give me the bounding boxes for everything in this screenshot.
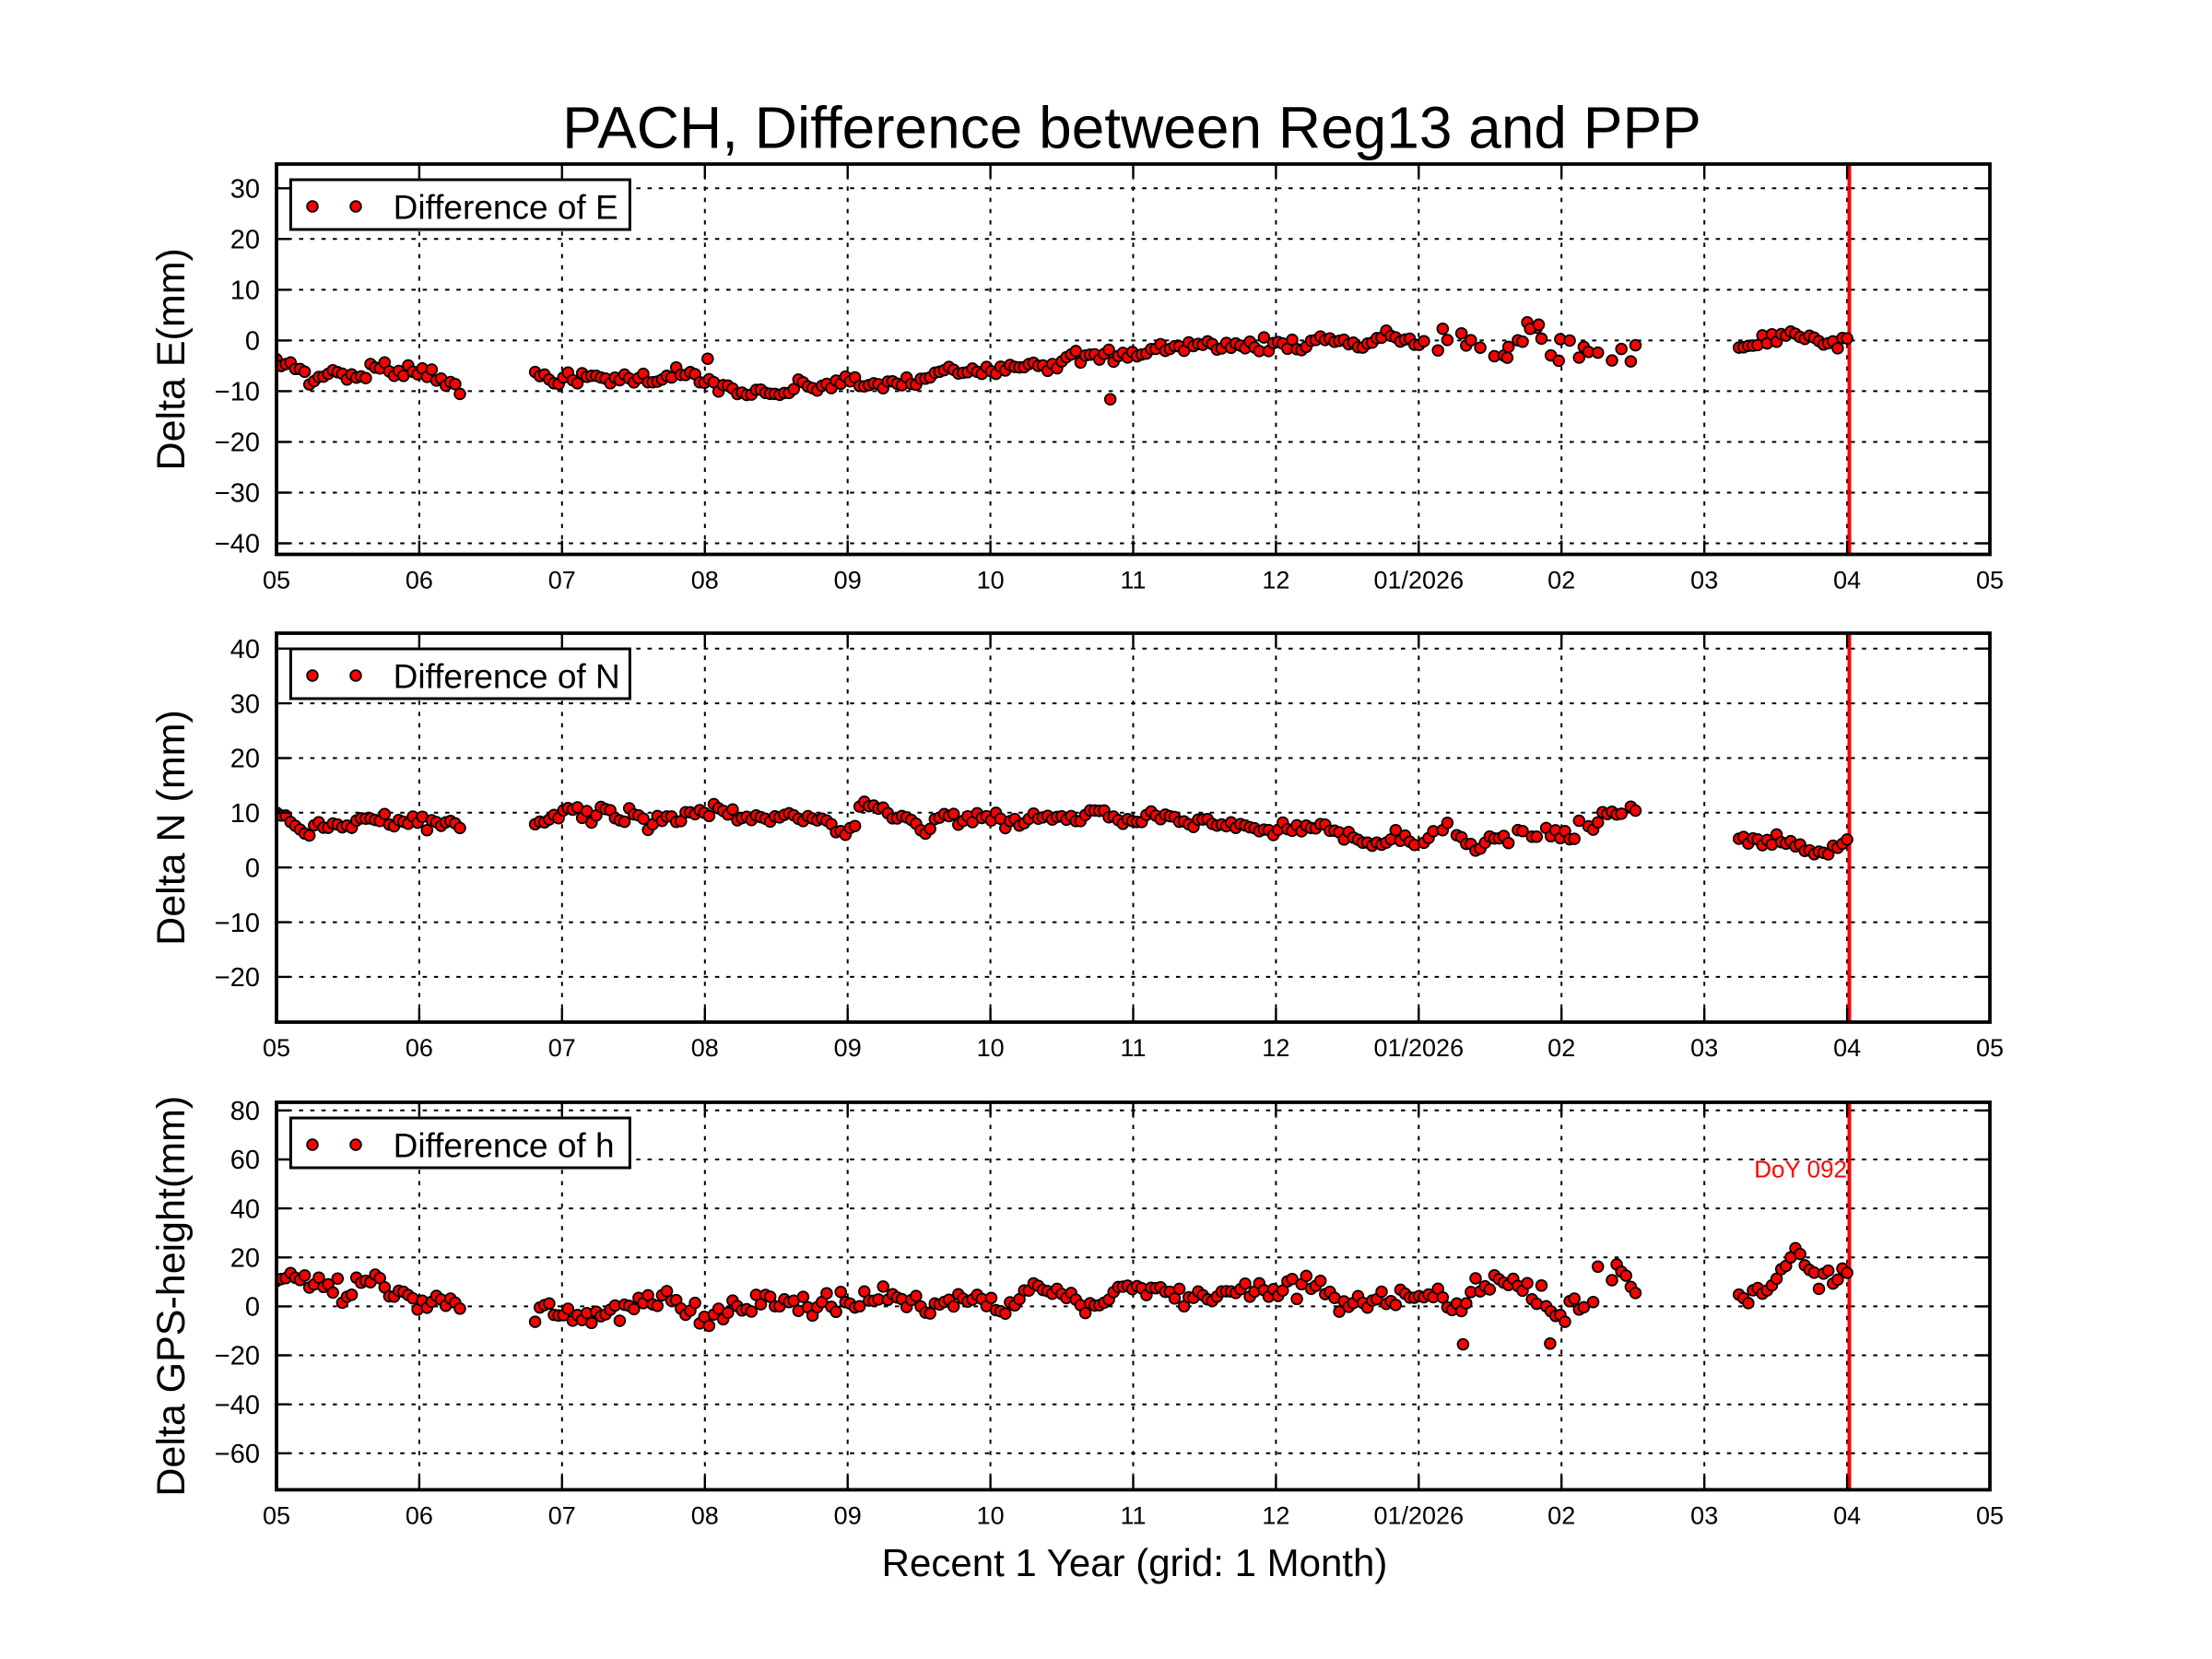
svg-text:11: 11	[1120, 1501, 1146, 1529]
svg-text:11: 11	[1120, 1034, 1146, 1062]
svg-text:−40: −40	[215, 1391, 260, 1420]
svg-text:−30: −30	[215, 479, 260, 509]
svg-text:10: 10	[230, 799, 260, 829]
svg-text:40: 40	[230, 1194, 260, 1224]
svg-text:05: 05	[263, 567, 290, 594]
svg-text:30: 30	[230, 175, 260, 205]
svg-text:12: 12	[1262, 567, 1289, 594]
svg-text:0: 0	[245, 327, 260, 357]
svg-text:20: 20	[230, 226, 260, 255]
svg-text:09: 09	[834, 1034, 862, 1062]
svg-text:02: 02	[1547, 1501, 1575, 1529]
svg-text:Recent 1 Year (grid: 1 Month): Recent 1 Year (grid: 1 Month)	[882, 1541, 1388, 1584]
svg-text:03: 03	[1690, 1501, 1718, 1529]
svg-text:05: 05	[263, 1501, 290, 1529]
svg-text:80: 80	[230, 1097, 260, 1126]
svg-text:01/2026: 01/2026	[1373, 1034, 1464, 1062]
svg-text:DoY 092: DoY 092	[1754, 1156, 1847, 1183]
svg-text:04: 04	[1833, 1501, 1861, 1529]
svg-text:03: 03	[1690, 567, 1718, 594]
svg-text:07: 07	[548, 567, 576, 594]
svg-text:12: 12	[1262, 1501, 1289, 1529]
svg-text:0: 0	[245, 1293, 260, 1323]
svg-text:08: 08	[691, 1501, 719, 1529]
svg-text:20: 20	[230, 1244, 260, 1274]
svg-text:−20: −20	[215, 963, 260, 993]
svg-text:Delta N (mm): Delta N (mm)	[149, 710, 194, 946]
svg-text:−20: −20	[215, 429, 260, 458]
svg-text:05: 05	[1976, 1034, 2004, 1062]
svg-text:12: 12	[1262, 1034, 1289, 1062]
svg-text:04: 04	[1833, 567, 1861, 594]
svg-text:20: 20	[230, 745, 260, 774]
svg-text:06: 06	[406, 1034, 433, 1062]
svg-text:05: 05	[1976, 567, 2004, 594]
svg-text:01/2026: 01/2026	[1373, 1501, 1464, 1529]
svg-text:60: 60	[230, 1146, 260, 1175]
svg-text:30: 30	[230, 689, 260, 719]
svg-text:05: 05	[1976, 1501, 2004, 1529]
svg-text:−60: −60	[215, 1440, 260, 1469]
svg-text:06: 06	[406, 567, 433, 594]
svg-text:01/2026: 01/2026	[1373, 567, 1464, 594]
svg-text:Difference of h: Difference of h	[394, 1127, 615, 1165]
svg-text:10: 10	[230, 276, 260, 306]
svg-text:11: 11	[1120, 567, 1146, 594]
svg-text:−40: −40	[215, 530, 260, 559]
svg-text:02: 02	[1547, 567, 1575, 594]
svg-text:02: 02	[1547, 1034, 1575, 1062]
svg-text:−20: −20	[215, 1342, 260, 1371]
svg-text:09: 09	[834, 1501, 862, 1529]
svg-text:10: 10	[977, 1034, 1005, 1062]
svg-text:Difference of E: Difference of E	[394, 189, 618, 227]
svg-text:Delta GPS-height(mm): Delta GPS-height(mm)	[149, 1096, 194, 1497]
svg-text:09: 09	[834, 567, 862, 594]
svg-text:08: 08	[691, 1034, 719, 1062]
svg-text:07: 07	[548, 1034, 576, 1062]
svg-text:−10: −10	[215, 909, 260, 938]
svg-text:04: 04	[1833, 1034, 1861, 1062]
svg-text:Delta E(mm): Delta E(mm)	[149, 248, 194, 470]
svg-text:10: 10	[977, 567, 1005, 594]
svg-text:−10: −10	[215, 378, 260, 407]
svg-text:40: 40	[230, 635, 260, 665]
svg-text:0: 0	[245, 853, 260, 883]
svg-text:PACH, Difference between Reg13: PACH, Difference between Reg13 and PPP	[562, 95, 1701, 161]
svg-text:10: 10	[977, 1501, 1005, 1529]
svg-text:06: 06	[406, 1501, 433, 1529]
svg-text:05: 05	[263, 1034, 290, 1062]
svg-text:03: 03	[1690, 1034, 1718, 1062]
svg-text:Difference of N: Difference of N	[394, 658, 620, 696]
svg-text:07: 07	[548, 1501, 576, 1529]
svg-text:08: 08	[691, 567, 719, 594]
